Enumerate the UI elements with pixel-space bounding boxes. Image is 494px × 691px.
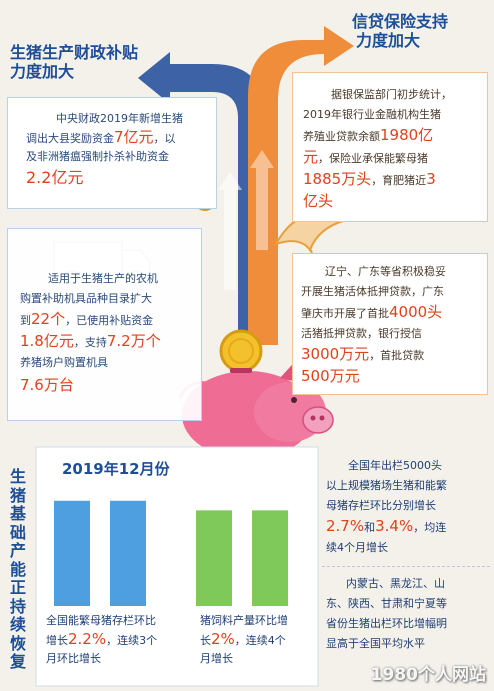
- sow-caption-text: 全国能繁母猪存栏环比: [46, 614, 156, 627]
- provinces-text: 东、陕西、甘肃和宁夏等: [326, 597, 447, 610]
- feed-caption: 猪饲料产量环比增 长2%，连续4个 月增长: [200, 612, 318, 668]
- sow-caption: 全国能繁母猪存栏环比 增长2.2%，连续3个 月环比增长: [46, 612, 186, 668]
- credit-text: 养殖业贷款余额1980亿: [303, 126, 434, 144]
- subsidy-text: 及非洲猪瘟强制扑杀补助资金: [26, 150, 169, 163]
- credit-box: 据银保监部门初步统计， 2019年银行业金融机构生猪 养殖业贷款余额1980亿 …: [292, 72, 488, 222]
- orange-arrow: [248, 26, 354, 345]
- up-arrow-2: [250, 150, 274, 250]
- vertical-heading: 生猪基础产能正持续恢复: [9, 467, 26, 671]
- right-heading: 信贷保险支持 力度加大: [352, 12, 448, 50]
- machinery-box: 适用于生猪生产的农机 购置补助机具品种目录扩大 到22个，已使用补贴资金 1.8…: [7, 228, 202, 421]
- feed-caption-text: 长2%，连续4个: [200, 630, 286, 648]
- mortgage-text: 肇庆市开展了首批4000头: [301, 303, 443, 321]
- mortgage-box: 辽宁、广东等省积极稳妥 开展生猪活体抵押贷款，广东 肇庆市开展了首批4000头 …: [292, 253, 488, 395]
- chart-bar: [54, 500, 90, 606]
- left-heading-line: 生猪生产财政补贴: [10, 43, 139, 62]
- mortgage-text: 辽宁、广东等省积极稳妥: [325, 265, 446, 278]
- subsidy-text: 中央财政2019年新增生猪: [56, 112, 183, 125]
- sow-caption-text: 月环比增长: [46, 652, 101, 665]
- feed-caption-text: 月增长: [200, 652, 233, 665]
- up-arrow-1: [218, 172, 242, 290]
- sow-caption-text: 增长2.2%，连续3个: [46, 630, 158, 648]
- chart-title: 2019年12月份: [62, 460, 170, 478]
- herd-text: 续4个月增长: [326, 541, 388, 554]
- herd-text: 全国年出栏5000头: [348, 459, 442, 472]
- left-heading-line: 力度加大: [10, 62, 75, 81]
- credit-text: 元，保险业承保能繁母猪: [303, 148, 429, 166]
- subsidy-text: 调出大县奖励资金7亿元，以: [26, 128, 176, 146]
- herd-text: 以上规模猪场生猪和能繁: [326, 479, 447, 492]
- subsidy-amount: 2.2亿元: [26, 168, 84, 187]
- herd-text: 2.7%和3.4%，均连: [326, 517, 447, 535]
- machinery-text: 1.8亿元，支持7.2万个: [20, 332, 161, 350]
- right-heading-line: 信贷保险支持: [352, 12, 449, 31]
- chart-bar: [110, 500, 146, 606]
- feed-caption-text: 猪饲料产量环比增: [200, 614, 288, 627]
- coin-icon: [219, 329, 263, 373]
- credit-text: 亿头: [303, 192, 334, 210]
- machinery-text: 到22个，已使用补贴资金: [20, 310, 154, 328]
- mortgage-text: 活猪抵押贷款，银行授信: [301, 327, 422, 340]
- credit-text: 1885万头，育肥猪近3: [303, 170, 436, 188]
- bar-chart: [54, 500, 288, 606]
- divider: [322, 566, 490, 568]
- provinces-text: 内蒙古、黑龙江、山: [346, 577, 445, 590]
- chart-bar: [252, 510, 288, 606]
- left-heading: 生猪生产财政补贴 力度加大: [10, 43, 138, 81]
- machinery-text: 养猪场户购置机具: [20, 356, 108, 369]
- machinery-text: 适用于生猪生产的农机: [48, 272, 158, 285]
- herd-text: 母猪存栏环比分别增长: [326, 499, 436, 512]
- mortgage-text: 3000万元，首批贷款: [301, 345, 425, 363]
- machinery-text: 购置补助机具品种目录扩大: [20, 292, 152, 305]
- mortgage-text: 500万元: [301, 367, 360, 385]
- credit-text: 据银保监部门初步统计，: [331, 88, 452, 101]
- right-heading-line: 力度加大: [356, 31, 421, 50]
- chart-bar: [196, 510, 232, 606]
- machinery-amount: 7.6万台: [20, 376, 74, 394]
- provinces-text: 显高于全国平均水平: [326, 637, 425, 650]
- mortgage-text: 开展生猪活体抵押贷款，广东: [301, 285, 444, 298]
- provinces-box: 内蒙古、黑龙江、山 东、陕西、甘肃和宁夏等 省份生猪出栏环比增幅明 显高于全国平…: [326, 574, 490, 654]
- credit-text: 2019年银行业金融机构生猪: [303, 108, 441, 121]
- subsidy-box: 中央财政2019年新增生猪 调出大县奖励资金7亿元，以 及非洲猪瘟强制扑杀补助资…: [7, 97, 217, 209]
- herd-box: 全国年出栏5000头 以上规模猪场生猪和能繁 母猪存栏环比分别增长 2.7%和3…: [326, 456, 490, 558]
- provinces-text: 省份生猪出栏环比增幅明: [326, 617, 447, 630]
- watermark-text: 1980个人网站: [370, 665, 486, 685]
